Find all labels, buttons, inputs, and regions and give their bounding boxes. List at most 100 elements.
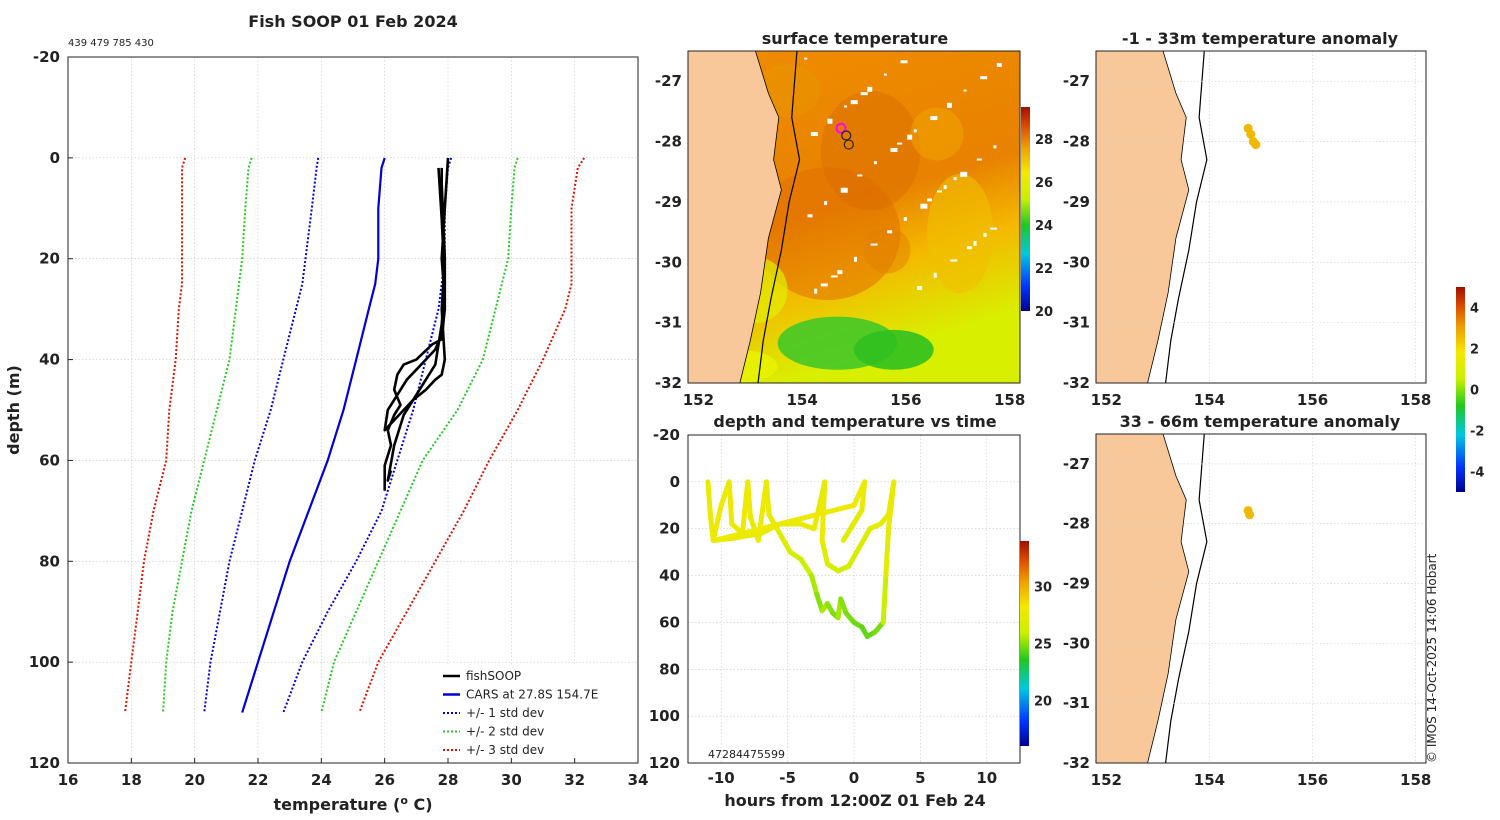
cloud-gap [903, 217, 907, 221]
cloud-gap [920, 203, 928, 209]
map-y-tick-label: -32 [1063, 754, 1090, 772]
ts-sample-segment [763, 479, 772, 518]
cloud-gap [937, 190, 942, 193]
anomaly-panel-2: 33 - 66m temperature anomaly 152 154 156 15… [1063, 412, 1431, 789]
profile-y-tick-label: -20 [33, 48, 60, 66]
shelf-contour [1165, 433, 1208, 764]
ts-y-tick-label: -20 [653, 426, 680, 444]
profile-x-tick-label: 16 [58, 771, 79, 789]
map-y-tick-label: -30 [655, 253, 682, 271]
sst-feature [854, 329, 934, 370]
profile-ylabel: depth (m) [4, 365, 23, 455]
cloud-gap [804, 57, 808, 60]
cloud-gap [966, 246, 972, 250]
surface-colorbar-tick-label: 22 [1035, 262, 1053, 277]
map-x-tick-label: 158 [994, 391, 1025, 409]
map-y-tick-label: -28 [1063, 133, 1090, 151]
cloud-gap [990, 227, 998, 230]
cloud-gap [953, 177, 957, 181]
anomaly-panel-1: -1 - 33m temperature anomaly 152 154 156 15… [1063, 29, 1431, 409]
timeseries-panel: depth and temperature vs time -10 -5 0 5 10-… [649, 412, 1052, 810]
map-x-tick-label: 152 [1091, 771, 1122, 789]
timeseries-colorbar [1020, 541, 1029, 746]
ts-colorbar-tick-label: 25 [1034, 638, 1052, 653]
timeseries-points [705, 479, 897, 639]
ts-x-tick-label: 0 [849, 769, 859, 787]
profile-subtitle: 439 479 785 430 [68, 38, 154, 49]
cloud-gap [840, 187, 848, 193]
cloud-gap [960, 171, 968, 177]
anomaly2-title: 33 - 66m temperature anomaly [1120, 412, 1401, 431]
cars-line [241, 157, 386, 713]
surface-colorbar-tick-label: 26 [1035, 176, 1053, 191]
map-axes-box [1095, 433, 1427, 764]
map-y-tick-label: -30 [1063, 253, 1090, 271]
cloud-gap [860, 92, 868, 96]
fishsoop-line [386, 167, 447, 482]
profile-legend: fishSOOP CARS at 27.8S 154.7E +/- 1 std de… [438, 665, 634, 758]
track-marker [835, 122, 847, 134]
profile-x-tick-label: 26 [374, 771, 395, 789]
map-y-tick-label: -29 [1063, 193, 1090, 211]
profile-title: Fish SOOP 01 Feb 2024 [248, 12, 457, 31]
map-y-tick-label: -31 [1063, 694, 1090, 712]
map-axes-box [1095, 50, 1427, 384]
anomaly-colorbar [1456, 287, 1465, 492]
timeseries-colorbar-ticks: 20 25 30 [1034, 581, 1052, 710]
cloud-gap [917, 286, 923, 291]
legend-box [438, 665, 634, 758]
profile-y-tick-label: 0 [50, 149, 60, 167]
surface-colorbar-tick-label: 24 [1035, 219, 1053, 234]
timeseries-xlabel: hours from 12:00Z 01 Feb 24 [724, 791, 985, 810]
cloud-gap [980, 76, 988, 80]
surface-colorbar-tick-label: 28 [1035, 133, 1053, 148]
profile-x-tick-label: 20 [184, 771, 205, 789]
anomaly2-map: 152 154 156 158 -27 -28 -29 -30 -31 -32 [1063, 433, 1431, 789]
std1-minus-line [203, 157, 320, 713]
anomaly-colorbar-tick-label: -4 [1470, 466, 1484, 481]
ts-x-tick-label: 10 [976, 769, 997, 787]
profile-y-tick-label: 100 [29, 653, 60, 671]
ts-y-tick-label: 0 [670, 473, 680, 491]
cloud-gap [827, 118, 833, 124]
cloud-gap [824, 201, 828, 206]
map-y-tick-label: -32 [1063, 374, 1090, 392]
timeseries-id-labels: 47284475599 [708, 748, 785, 761]
timeseries-title: depth and temperature vs time [713, 412, 996, 431]
cloud-gap [993, 145, 997, 149]
cloud-gap [897, 142, 903, 145]
ts-x-tick-label: 5 [915, 769, 925, 787]
std2-minus-line [162, 157, 253, 713]
anomaly-point [1245, 510, 1255, 520]
cloud-gap [913, 129, 917, 133]
legend-label: +/- 2 std dev [466, 725, 544, 739]
ts-sample-segment [840, 507, 865, 543]
legend-label: +/- 3 std dev [466, 743, 544, 757]
map-y-tick-label: -27 [655, 72, 682, 90]
std3-minus-line [124, 157, 187, 713]
map-x-tick-label: 154 [786, 391, 817, 409]
imos-credit: © IMOS 14-Oct-2025 14:06 Hobart [1425, 553, 1439, 763]
ts-sample-segment [811, 479, 828, 532]
surface-colorbar-ticks: 20 22 24 26 28 [1035, 133, 1053, 320]
ts-sample-segment [886, 479, 897, 518]
cloud-gap [930, 116, 938, 121]
profile-y-tick-label: 120 [29, 754, 60, 772]
ts-x-tick-label: -5 [779, 769, 796, 787]
map-y-tick-label: -27 [1063, 455, 1090, 473]
cloud-gap [873, 161, 877, 165]
ts-sample-segment [819, 537, 830, 567]
land [1095, 433, 1190, 764]
map-x-tick-label: 156 [1297, 391, 1328, 409]
sst-feature [910, 107, 964, 161]
shelf-contour [757, 50, 801, 384]
cloud-gap [870, 243, 878, 246]
ts-sample-segment [705, 479, 714, 520]
profile-lines [124, 157, 586, 713]
ts-sample-segment [838, 596, 849, 616]
track-marker [841, 130, 852, 141]
shelf-contour [1165, 50, 1208, 384]
land [1095, 50, 1190, 384]
ts-sample-segment [880, 573, 889, 625]
